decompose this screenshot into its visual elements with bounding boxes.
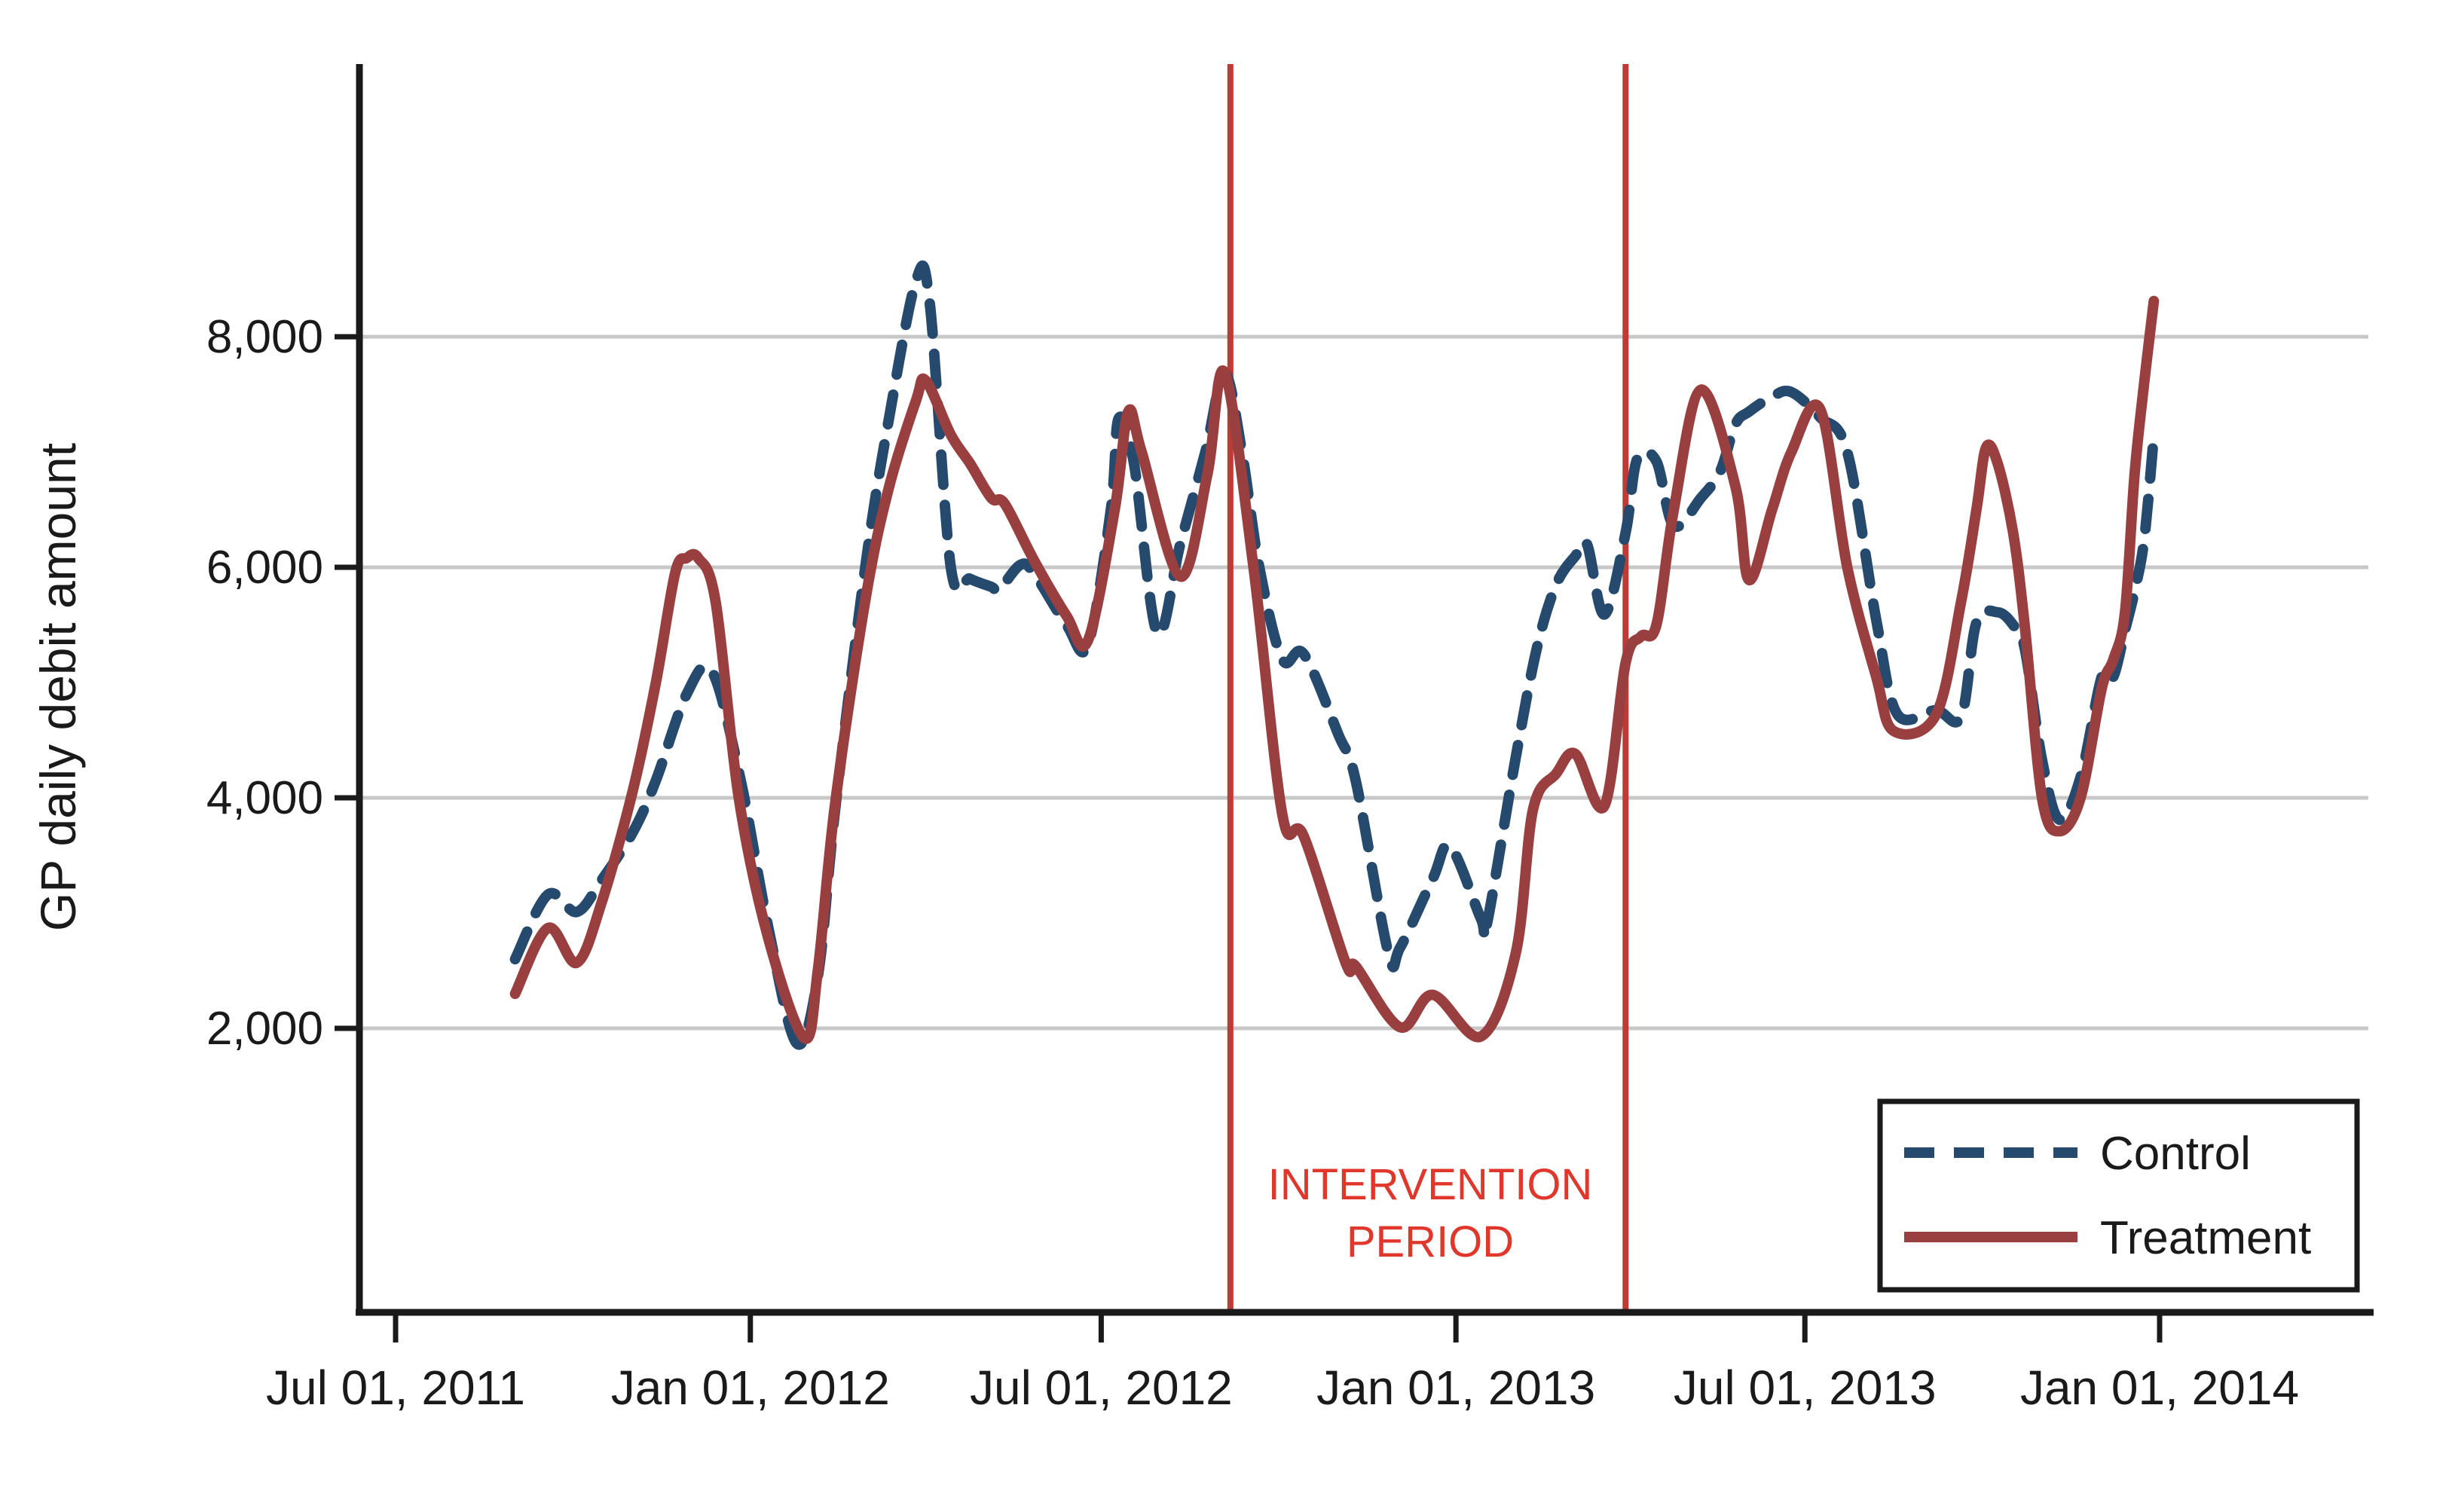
y-axis-ticks: 2,000 4,000 6,000 8,000: [206, 311, 359, 1055]
x-tick-label: Jan 01, 2014: [2020, 1361, 2299, 1415]
y-tick-label: 8,000: [206, 311, 323, 363]
legend: Control Treatment: [1877, 1098, 2360, 1293]
x-tick-label: Jan 01, 2013: [1316, 1361, 1595, 1415]
x-tick-label: Jan 01, 2012: [611, 1361, 890, 1415]
gridlines: [362, 334, 2368, 1031]
y-tick-label: 2,000: [206, 1003, 323, 1055]
legend-box: [1877, 1098, 2360, 1293]
y-axis-title: GP daily debit amount: [30, 443, 86, 931]
y-tick-label: 6,000: [206, 542, 323, 594]
legend-control-label: Control: [2100, 1128, 2251, 1180]
y-tick-label: 4,000: [206, 772, 323, 824]
intervention-label-line2: PERIOD: [1347, 1217, 1514, 1266]
data-series: [509, 260, 2160, 1050]
x-tick-label: Jul 01, 2011: [266, 1361, 525, 1415]
x-axis-ticks: Jul 01, 2011 Jan 01, 2012 Jul 01, 2012 Jan …: [266, 1312, 2299, 1415]
intervention-period-lines: [1227, 64, 1629, 1309]
x-tick-label: Jul 01, 2013: [1674, 1361, 1937, 1415]
axes: [356, 64, 2374, 1316]
intervention-label-line1: INTERVENTION: [1268, 1160, 1593, 1209]
x-tick-label: Jul 01, 2012: [970, 1361, 1233, 1415]
legend-treatment-label: Treatment: [2100, 1212, 2311, 1264]
treatment-line: [509, 295, 2160, 1044]
